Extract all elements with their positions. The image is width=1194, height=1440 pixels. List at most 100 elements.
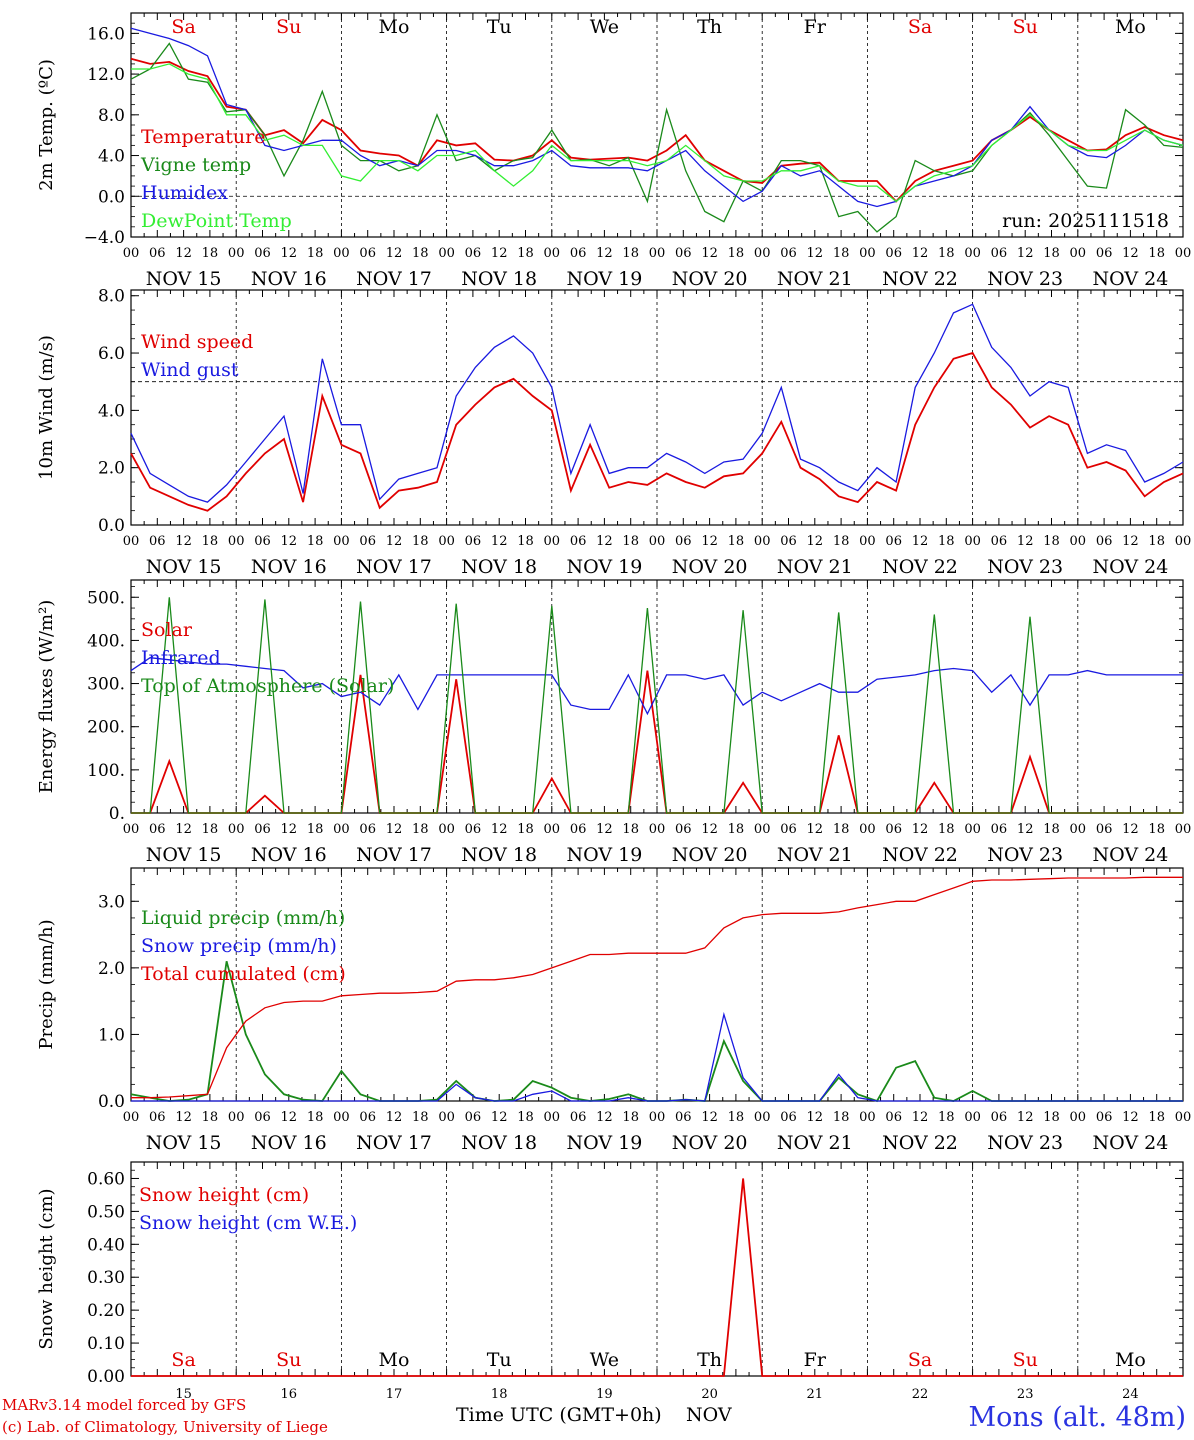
x-hour-label: 12 (1017, 534, 1034, 549)
x-hour-label: 18 (938, 1110, 955, 1125)
x-date-label: NOV 21 (777, 1132, 853, 1154)
weekday-label-bottom: Mo (1115, 1349, 1146, 1371)
x-hour-label: 00 (544, 1110, 561, 1125)
x-date-label: NOV 24 (1092, 844, 1168, 866)
x-hour-label: 12 (1122, 246, 1139, 261)
y-tick-label: 3.0 (98, 892, 125, 912)
x-hour-label: 18 (1148, 246, 1165, 261)
x-hour-label: 06 (780, 822, 797, 837)
x-hour-label: 06 (149, 534, 166, 549)
x-date-label: NOV 18 (461, 1132, 537, 1154)
x-hour-label: 00 (754, 246, 771, 261)
x-date-label: NOV 17 (356, 844, 432, 866)
day-number-label: 23 (1017, 1387, 1034, 1402)
x-hour-label: 12 (281, 822, 298, 837)
x-hour-label: 06 (465, 822, 482, 837)
day-number-label: 22 (912, 1387, 929, 1402)
x-hour-label: 06 (570, 534, 587, 549)
x-hour-label: 06 (991, 534, 1008, 549)
x-hour-label: 12 (1017, 1110, 1034, 1125)
x-hour-label: 00 (438, 534, 455, 549)
x-hour-label: 06 (570, 822, 587, 837)
y-tick-label: 0.20 (87, 1301, 125, 1321)
x-hour-label: 06 (675, 534, 692, 549)
x-hour-label: 18 (1043, 246, 1060, 261)
y-tick-label: 0.40 (87, 1235, 125, 1255)
x-date-label: NOV 22 (882, 556, 958, 578)
weekday-label-bottom: Tu (487, 1349, 512, 1371)
legend-entry: Wind speed (141, 331, 253, 353)
x-hour-label: 18 (833, 822, 850, 837)
x-hour-label: 12 (701, 822, 718, 837)
x-hour-label: 12 (596, 1110, 613, 1125)
x-date-label: NOV 20 (672, 268, 748, 290)
x-hour-label: 18 (833, 534, 850, 549)
weekday-label: We (590, 16, 619, 38)
x-hour-label: 06 (885, 822, 902, 837)
x-hour-label: 12 (596, 534, 613, 549)
y-tick-label: 8.0 (98, 106, 125, 126)
x-hour-label: 12 (491, 246, 508, 261)
x-hour-label: 06 (885, 246, 902, 261)
x-hour-label: 18 (307, 534, 324, 549)
day-number-label: 18 (491, 1387, 508, 1402)
x-hour-label: 06 (885, 534, 902, 549)
y-tick-label: 400. (87, 631, 125, 651)
x-hour-label: 18 (938, 822, 955, 837)
x-hour-label: 00 (1175, 1110, 1192, 1125)
x-date-label: NOV 15 (146, 556, 222, 578)
series-line-top-of-atmosphere-solar- (131, 597, 1183, 814)
x-date-label: NOV 21 (777, 844, 853, 866)
x-hour-label: 06 (675, 822, 692, 837)
x-hour-label: 12 (491, 1110, 508, 1125)
x-hour-label: 18 (202, 534, 219, 549)
x-hour-label: 18 (307, 822, 324, 837)
x-hour-label: 06 (465, 246, 482, 261)
x-hour-label: 06 (780, 246, 797, 261)
x-hour-label: 00 (1070, 822, 1087, 837)
y-tick-label: 12.0 (87, 65, 125, 85)
x-date-label: NOV 16 (251, 1132, 327, 1154)
weekday-label-bottom: Sa (908, 1349, 932, 1371)
x-hour-label: 00 (964, 822, 981, 837)
x-hour-label: 18 (1043, 534, 1060, 549)
x-hour-label: 12 (912, 246, 929, 261)
legend-entry: DewPoint Temp (141, 210, 292, 232)
day-number-label: 24 (1122, 1387, 1139, 1402)
x-hour-label: 18 (202, 822, 219, 837)
x-date-label: NOV 17 (356, 556, 432, 578)
y-tick-label: 0.60 (87, 1169, 125, 1189)
x-hour-label: 06 (465, 534, 482, 549)
x-hour-label: 00 (859, 534, 876, 549)
x-hour-label: 12 (175, 246, 192, 261)
x-hour-label: 00 (964, 534, 981, 549)
x-hour-label: 00 (228, 246, 245, 261)
y-tick-label: 0.0 (98, 1092, 125, 1112)
legend-entry: Temperature (141, 126, 265, 148)
weekday-label-bottom: Sa (171, 1349, 195, 1371)
x-hour-label: 12 (701, 1110, 718, 1125)
x-hour-label: 18 (517, 1110, 534, 1125)
x-hour-label: 00 (859, 822, 876, 837)
x-hour-label: 06 (254, 534, 271, 549)
y-tick-label: 0.50 (87, 1202, 125, 1222)
x-hour-label: 18 (622, 534, 639, 549)
legend-entry: Snow height (cm) (139, 1184, 309, 1206)
x-hour-label: 18 (728, 1110, 745, 1125)
x-hour-label: 12 (386, 822, 403, 837)
run-label: run: 2025111518 (1002, 210, 1169, 232)
x-date-label: NOV 19 (566, 556, 642, 578)
weekday-label: Su (276, 16, 301, 38)
x-hour-label: 00 (1175, 822, 1192, 837)
weekday-label: Th (697, 16, 722, 38)
x-date-label: NOV 24 (1092, 268, 1168, 290)
legend-entry: Humidex (141, 182, 228, 204)
x-date-label: NOV 22 (882, 268, 958, 290)
x-hour-label: 18 (938, 534, 955, 549)
x-hour-label: 06 (1096, 822, 1113, 837)
x-date-label: NOV 18 (461, 556, 537, 578)
x-date-label: NOV 17 (356, 268, 432, 290)
x-hour-label: 06 (254, 1110, 271, 1125)
x-hour-label: 18 (622, 1110, 639, 1125)
weekday-label: Fr (804, 16, 827, 38)
